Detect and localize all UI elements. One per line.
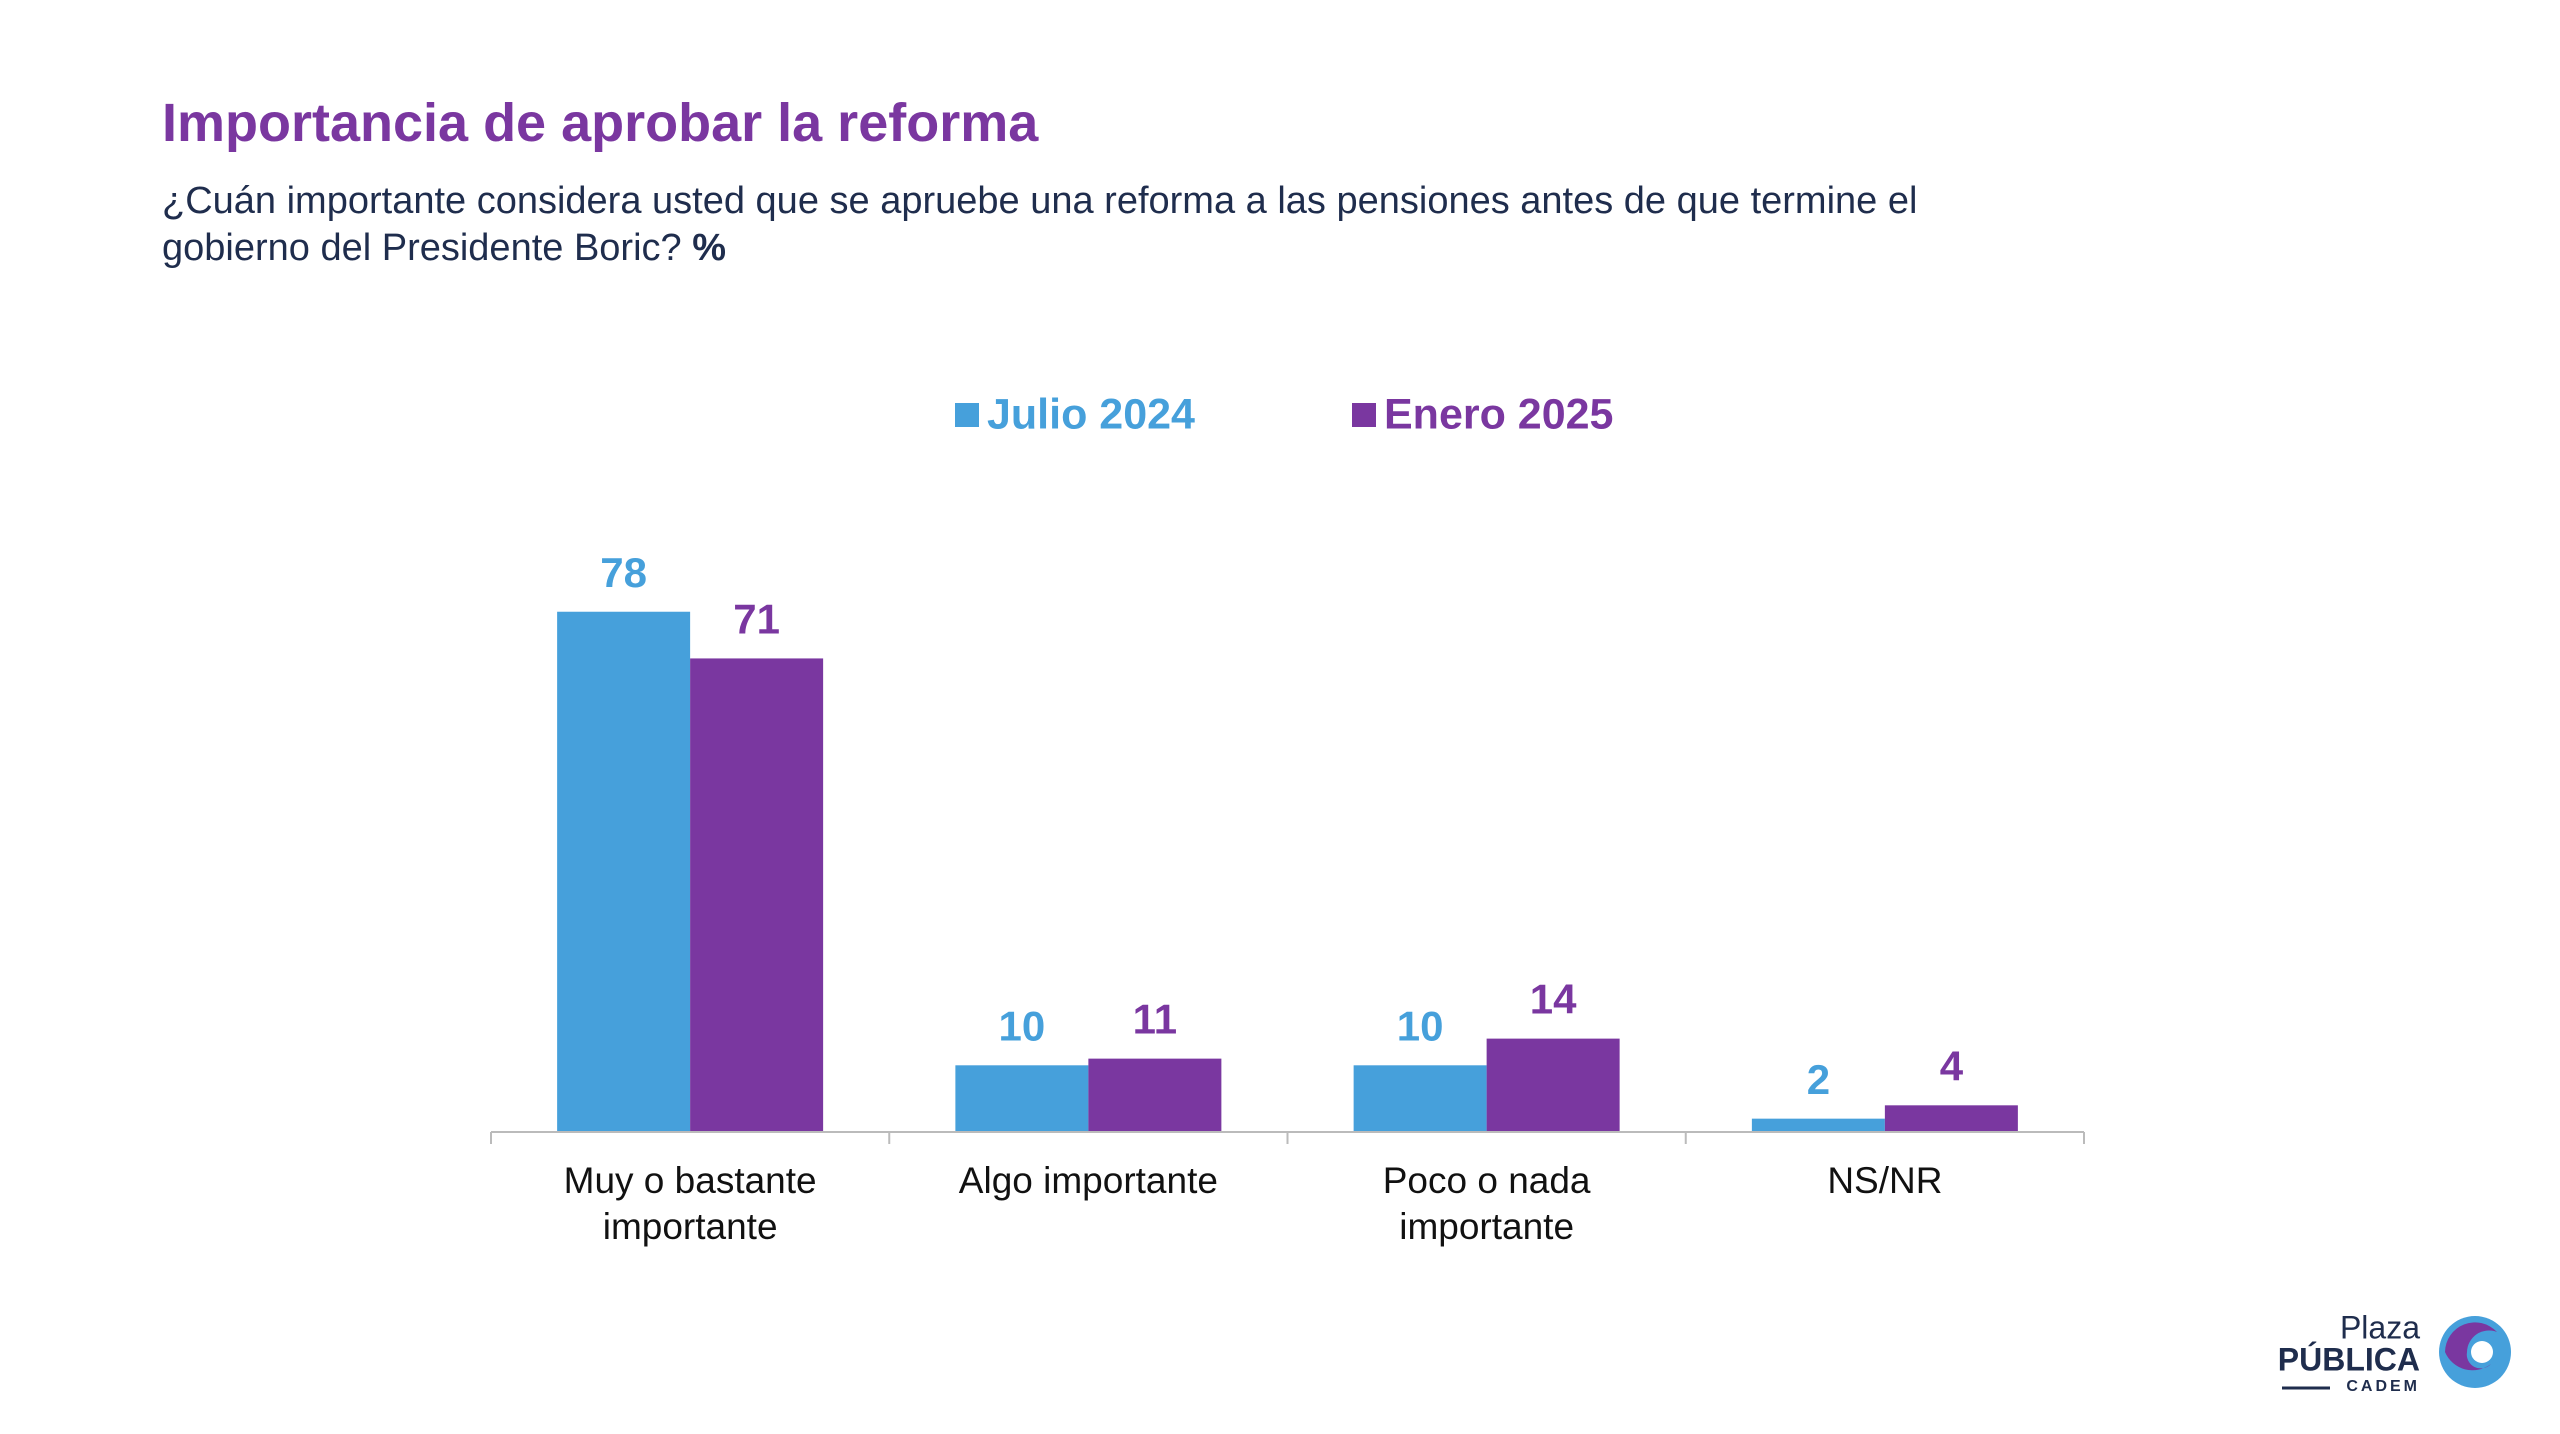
- logo-text: PÚBLICA: [2278, 1341, 2420, 1377]
- x-tick-label: Poco o nada importante: [1382, 1160, 1591, 1247]
- legend-label: Enero 2025: [1384, 390, 1613, 438]
- data-label: 78: [600, 549, 647, 596]
- data-label: 4: [1940, 1042, 1964, 1089]
- data-label: 10: [999, 1002, 1046, 1049]
- bar: [1751, 1118, 1885, 1132]
- subtitle: ¿Cuán importante considera usted que se …: [162, 178, 1917, 272]
- data-label: 2: [1807, 1056, 1830, 1103]
- data-label: 14: [1530, 976, 1577, 1023]
- x-tick-label: Muy o bastante importante: [563, 1160, 817, 1247]
- subtitle-line: gobierno del Presidente Boric?: [162, 227, 682, 269]
- bar: [955, 1065, 1089, 1132]
- subtitle-line: ¿Cuán importante considera usted que se …: [162, 180, 1918, 222]
- bar: [557, 611, 691, 1132]
- logo-text: Plaza: [2340, 1309, 2420, 1345]
- logo-icon: [2445, 1322, 2497, 1371]
- logo-text: CADEM: [2346, 1378, 2420, 1395]
- logo: Plaza PÚBLICA CADEM: [2278, 1309, 2511, 1395]
- logo-icon: [2471, 1341, 2493, 1363]
- legend-swatch: [955, 403, 979, 427]
- legend-label: Julio 2024: [987, 390, 1195, 438]
- chart-title: Importancia de aprobar la reforma: [162, 93, 1039, 153]
- legend-swatch: [1352, 403, 1376, 427]
- subtitle-line: gobierno del Presidente Boric? %: [162, 225, 1917, 272]
- x-tick-label: NS/NR: [1827, 1160, 1943, 1201]
- bar: [1353, 1065, 1487, 1132]
- bar: [690, 658, 824, 1132]
- data-label: 10: [1397, 1002, 1444, 1049]
- bar: [1486, 1038, 1620, 1132]
- unit: %: [692, 227, 727, 269]
- bar: [1884, 1105, 2018, 1132]
- bar: [1088, 1058, 1222, 1132]
- x-tick-label: Algo importante: [958, 1160, 1218, 1201]
- data-label: 71: [733, 596, 780, 643]
- data-label: 11: [1133, 996, 1177, 1043]
